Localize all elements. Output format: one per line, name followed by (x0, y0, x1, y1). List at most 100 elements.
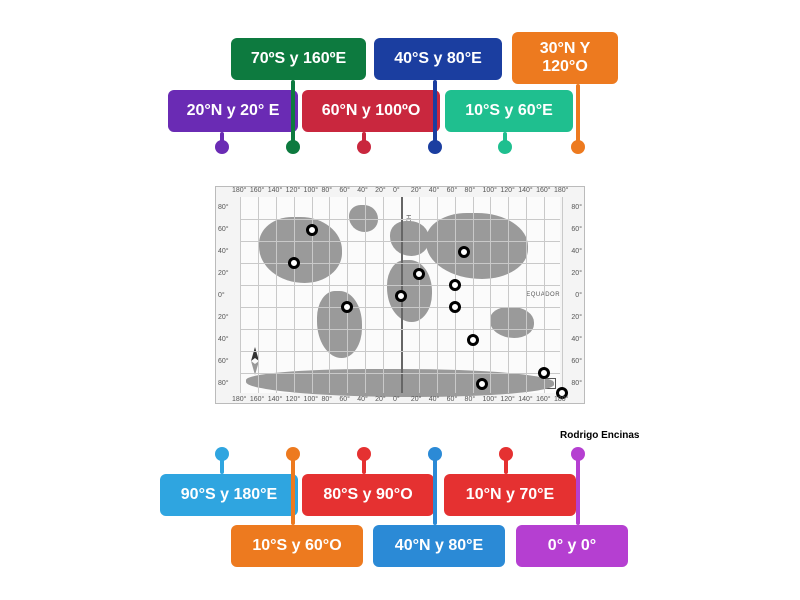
label-dot (428, 447, 442, 461)
label-dot (357, 447, 371, 461)
lon-tick: 160° (250, 396, 264, 403)
world-map-grid: GREENWICH EQUADOR N ESCALA 0 2045 1290 k… (240, 197, 560, 393)
parallel (240, 329, 560, 330)
diagram-stage: 20°N y 20° E 70ºS y 160ºE 60°N y 100ºO 40°S… (0, 0, 800, 600)
coordinate-label[interactable]: 60°N y 100ºO (302, 90, 440, 132)
meridian (258, 197, 259, 393)
label-connector (576, 454, 580, 525)
label-dot (498, 140, 512, 154)
author-credit: Rodrigo Encinas (560, 430, 639, 441)
lat-tick: 40° (218, 336, 229, 343)
lat-tick: 80° (571, 380, 582, 387)
parallel (240, 351, 560, 352)
lon-tick: 140° (268, 187, 282, 194)
map-point[interactable] (288, 257, 300, 269)
parallel (240, 373, 560, 374)
map-point[interactable] (476, 378, 488, 390)
lon-tick: 120° (500, 396, 514, 403)
lon-tick: 20° (375, 187, 386, 194)
lat-tick: 20° (218, 314, 229, 321)
lat-tick: 80° (218, 380, 229, 387)
map-point[interactable] (449, 301, 461, 313)
lon-tick: 40° (429, 187, 440, 194)
lat-tick: 60° (571, 226, 582, 233)
label-connector (291, 80, 295, 147)
meridian (508, 197, 509, 393)
lat-tick: 40° (218, 248, 229, 255)
lon-tick: 140° (518, 187, 532, 194)
coordinate-label[interactable]: 40°S y 80°E (374, 38, 502, 80)
lon-tick: 40° (429, 396, 440, 403)
label-connector (433, 80, 437, 147)
lon-tick: 20° (411, 187, 422, 194)
lon-tick: 100° (482, 396, 496, 403)
map-point[interactable] (538, 367, 550, 379)
label-dot (499, 447, 513, 461)
lon-tick: 0° (393, 187, 400, 194)
coordinate-label[interactable]: 10°S y 60°E (445, 90, 573, 132)
meridian (562, 197, 563, 393)
coordinate-label[interactable]: 20°N y 20° E (168, 90, 298, 132)
meridian (490, 197, 491, 393)
map-point[interactable] (467, 334, 479, 346)
lon-tick: 180° (554, 396, 568, 403)
meridian (240, 197, 241, 393)
meridian (276, 197, 277, 393)
lon-tick: 80° (321, 187, 332, 194)
meridian (294, 197, 295, 393)
label-connector (576, 84, 580, 147)
lon-tick: 120° (500, 187, 514, 194)
lat-tick: 20° (571, 314, 582, 321)
lon-tick: 160° (536, 187, 550, 194)
lat-tick: 40° (571, 336, 582, 343)
world-map-panel: GREENWICH EQUADOR N ESCALA 0 2045 1290 k… (215, 186, 585, 404)
lon-tick: 100° (304, 187, 318, 194)
lon-tick: 180° (232, 396, 246, 403)
lon-tick: 80° (465, 396, 476, 403)
coordinate-label[interactable]: 80°S y 90°O (302, 474, 434, 516)
label-dot (286, 447, 300, 461)
map-point[interactable] (449, 279, 461, 291)
lat-tick: 20° (218, 270, 229, 277)
parallel (240, 241, 560, 242)
map-point[interactable] (306, 224, 318, 236)
coordinate-label[interactable]: 10°S y 60°O (231, 525, 363, 567)
landmass-africa (387, 260, 432, 323)
lon-tick: 140° (268, 396, 282, 403)
label-dot (571, 140, 585, 154)
label-connector (291, 454, 295, 525)
parallel (240, 285, 560, 286)
map-point[interactable] (395, 290, 407, 302)
lon-tick: 160° (536, 396, 550, 403)
coordinate-label[interactable]: 30°N Y 120°O (512, 32, 618, 84)
landmass-australia (490, 307, 535, 338)
lon-tick: 180° (554, 187, 568, 194)
lon-tick: 60° (339, 396, 350, 403)
meridian (544, 197, 545, 393)
label-connector (433, 454, 437, 525)
lon-tick: 60° (447, 396, 458, 403)
coordinate-label[interactable]: 90°S y 180°E (160, 474, 298, 516)
lon-tick: 160° (250, 187, 264, 194)
map-point[interactable] (341, 301, 353, 313)
meridian (455, 197, 456, 393)
meridian (365, 197, 366, 393)
lon-tick: 180° (232, 187, 246, 194)
coordinate-label[interactable]: 10°N y 70°E (444, 474, 576, 516)
lon-tick: 80° (321, 396, 332, 403)
coordinate-label[interactable]: 40°N y 80°E (373, 525, 505, 567)
lon-tick: 80° (465, 187, 476, 194)
map-point[interactable] (458, 246, 470, 258)
meridian (419, 197, 420, 393)
lon-tick: 40° (357, 187, 368, 194)
map-point[interactable] (413, 268, 425, 280)
coordinate-label[interactable]: 70ºS y 160ºE (231, 38, 366, 80)
label-dot (571, 447, 585, 461)
lat-tick: 40° (571, 248, 582, 255)
meridian (437, 197, 438, 393)
lat-tick: 20° (571, 270, 582, 277)
label-dot (428, 140, 442, 154)
label-dot (286, 140, 300, 154)
label-dot (215, 140, 229, 154)
coordinate-label[interactable]: 0° y 0° (516, 525, 628, 567)
